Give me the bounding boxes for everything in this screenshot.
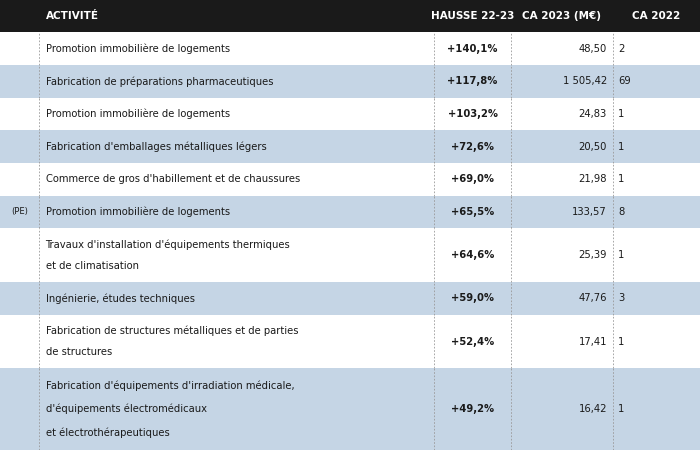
Text: Travaux d'installation d'équipements thermiques: Travaux d'installation d'équipements the… — [46, 239, 290, 250]
Text: 48,50: 48,50 — [579, 44, 607, 54]
Text: 1: 1 — [618, 174, 624, 184]
Bar — [0, 32, 700, 65]
Text: 8: 8 — [618, 207, 624, 217]
Text: 21,98: 21,98 — [578, 174, 607, 184]
Text: +52,4%: +52,4% — [451, 337, 494, 347]
Text: 3: 3 — [618, 293, 624, 303]
Text: +59,0%: +59,0% — [451, 293, 494, 303]
Text: 69: 69 — [618, 76, 631, 86]
Text: de structures: de structures — [46, 347, 112, 357]
Text: +49,2%: +49,2% — [451, 404, 494, 414]
Bar — [0, 315, 700, 369]
Text: Fabrication de structures métalliques et de parties: Fabrication de structures métalliques et… — [46, 325, 298, 336]
Text: 133,57: 133,57 — [572, 207, 607, 217]
Text: 1: 1 — [618, 142, 624, 152]
Text: Fabrication de préparations pharmaceutiques: Fabrication de préparations pharmaceutiq… — [46, 76, 273, 86]
Bar — [0, 163, 700, 195]
Text: 1: 1 — [618, 404, 624, 414]
Text: +140,1%: +140,1% — [447, 44, 498, 54]
Bar — [0, 282, 700, 315]
Text: 24,83: 24,83 — [579, 109, 607, 119]
Bar — [0, 0, 700, 32]
Text: 2: 2 — [618, 44, 624, 54]
Text: d'équipements électromédicaux: d'équipements électromédicaux — [46, 404, 206, 414]
Text: (PE): (PE) — [10, 207, 28, 216]
Bar — [0, 195, 700, 228]
Text: CA 2022: CA 2022 — [632, 11, 680, 21]
Text: Fabrication d'équipements d'irradiation médicale,: Fabrication d'équipements d'irradiation … — [46, 381, 294, 391]
Bar — [0, 369, 700, 450]
Text: et électrothérapeutiques: et électrothérapeutiques — [46, 427, 169, 438]
Text: 1: 1 — [618, 250, 624, 260]
Bar — [0, 130, 700, 163]
Text: 17,41: 17,41 — [578, 337, 607, 347]
Text: +64,6%: +64,6% — [451, 250, 494, 260]
Text: +65,5%: +65,5% — [451, 207, 494, 217]
Text: +103,2%: +103,2% — [447, 109, 498, 119]
Bar — [0, 228, 700, 282]
Text: 20,50: 20,50 — [578, 142, 607, 152]
Text: ACTIVITÉ: ACTIVITÉ — [46, 11, 99, 21]
Text: Ingénierie, études techniques: Ingénierie, études techniques — [46, 293, 195, 304]
Text: 16,42: 16,42 — [578, 404, 607, 414]
Text: Promotion immobilière de logements: Promotion immobilière de logements — [46, 207, 230, 217]
Text: Commerce de gros d'habillement et de chaussures: Commerce de gros d'habillement et de cha… — [46, 174, 300, 184]
Text: Fabrication d'emballages métalliques légers: Fabrication d'emballages métalliques lég… — [46, 141, 266, 152]
Text: 1: 1 — [618, 109, 624, 119]
Text: +72,6%: +72,6% — [451, 142, 494, 152]
Text: +69,0%: +69,0% — [451, 174, 494, 184]
Text: 47,76: 47,76 — [578, 293, 607, 303]
Text: HAUSSE 22-23: HAUSSE 22-23 — [430, 11, 514, 21]
Bar — [0, 65, 700, 98]
Text: Promotion immobilière de logements: Promotion immobilière de logements — [46, 44, 230, 54]
Text: CA 2023 (M€): CA 2023 (M€) — [522, 11, 601, 21]
Text: 1 505,42: 1 505,42 — [563, 76, 607, 86]
Text: +117,8%: +117,8% — [447, 76, 498, 86]
Text: 25,39: 25,39 — [578, 250, 607, 260]
Bar — [0, 98, 700, 130]
Text: 1: 1 — [618, 337, 624, 347]
Text: Promotion immobilière de logements: Promotion immobilière de logements — [46, 109, 230, 119]
Text: et de climatisation: et de climatisation — [46, 261, 139, 271]
